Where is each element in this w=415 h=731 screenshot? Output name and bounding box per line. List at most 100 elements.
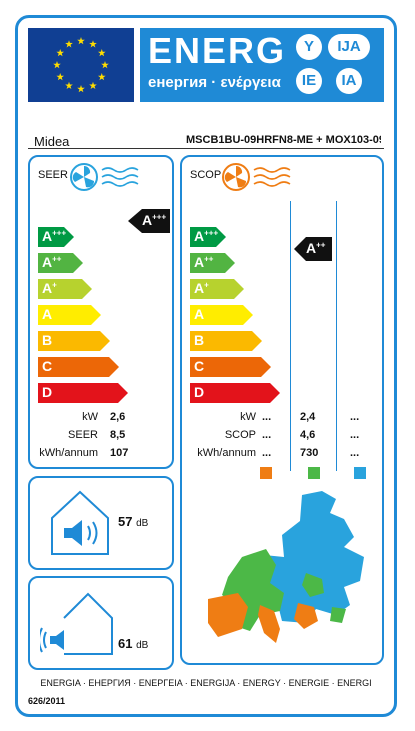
cooling-class-arrow: C — [38, 357, 119, 377]
cooling-kw-value: 2,6 — [110, 411, 126, 423]
zone-average-swatch — [308, 467, 320, 479]
heating-class-arrow: A — [190, 305, 253, 325]
cooling-kwh-value: 107 — [110, 447, 129, 459]
europe-climate-map — [208, 491, 364, 643]
eu-star-icon — [65, 40, 73, 48]
indoor-noise-panel: 57 dB — [28, 476, 174, 570]
eu-stars-icon — [53, 37, 109, 93]
heating-kwh-v3: ... — [350, 447, 360, 459]
zone-divider — [336, 201, 337, 471]
cooling-class-label: C — [42, 358, 53, 374]
eu-star-icon — [56, 73, 64, 81]
cooling-fan-icon — [70, 163, 139, 191]
eu-star-icon — [89, 40, 97, 48]
eu-star-icon — [98, 49, 106, 57]
cooling-class-label: A++ — [42, 254, 62, 270]
cooling-seer-value: 8,5 — [110, 429, 126, 441]
lang-code: Y — [296, 34, 322, 60]
eu-star-icon — [77, 37, 85, 45]
heating-fan-icon — [222, 163, 291, 191]
heating-class-arrow: A+++ — [190, 227, 226, 247]
heating-class-label: A+ — [194, 280, 209, 296]
cooling-panel: SEER A+++ A++ A+ A B C D A+++ kW 2,6 SEER 8,5 … — [28, 155, 174, 469]
cooling-class-arrow: B — [38, 331, 110, 351]
heating-kw-v1: ... — [262, 411, 272, 423]
heating-class-label: B — [194, 332, 205, 348]
heating-class-indicator: A++ — [294, 237, 332, 261]
heating-class-arrow: C — [190, 357, 271, 377]
eu-star-icon — [65, 81, 73, 89]
scop-label: SCOP — [190, 169, 222, 181]
cooling-class-arrow: A+ — [38, 279, 92, 299]
indoor-house-speaker-icon — [51, 490, 109, 555]
heating-scop-v2: 4,6 — [300, 429, 316, 441]
cooling-class-arrow: A++ — [38, 253, 83, 273]
cooling-class-label: A+ — [42, 280, 57, 296]
zone-divider — [290, 201, 291, 471]
eu-star-icon — [56, 49, 64, 57]
heating-kw-v2: 2,4 — [300, 411, 316, 423]
label-header: ENERG енергия · ενέργεια Y IJA IE IA — [28, 28, 384, 102]
energy-title: ENERG — [148, 30, 287, 71]
outdoor-house-speaker-icon — [40, 592, 113, 655]
heating-class-label: C — [194, 358, 205, 374]
heating-kwh-v1: ... — [262, 447, 272, 459]
heating-class-arrow: D — [190, 383, 280, 403]
lang-code: IJA — [328, 34, 370, 60]
indoor-db-number: 57 — [118, 514, 133, 529]
supplier-name: Midea — [34, 134, 70, 149]
heating-scop-v3: ... — [350, 429, 360, 441]
heating-kw-label: kW — [240, 411, 256, 423]
cooling-class-arrow: A — [38, 305, 101, 325]
energy-languages: ENERGIA · ЕНЕРГИЯ · ΕΝΕΡΓΕΙΑ · ENERGIJA … — [40, 678, 372, 688]
eu-star-icon — [53, 61, 61, 69]
cooling-kwh-label: kWh/annum — [39, 447, 98, 459]
heating-kwh-label: kWh/annum — [197, 447, 256, 459]
outdoor-noise-panel: 61 dB — [28, 576, 174, 670]
divider — [28, 148, 384, 149]
cooling-kw-label: kW — [82, 411, 98, 423]
heating-scop-label: SCOP — [224, 429, 256, 441]
cooling-seer-label: SEER — [68, 429, 98, 441]
zone-warmer-swatch — [354, 467, 366, 479]
zone-colder-swatch — [260, 467, 272, 479]
heating-panel: SCOP A+++ A++ A+ A B C D A++ kW ... 2,4 ... SC… — [180, 155, 384, 665]
eu-star-icon — [101, 61, 109, 69]
heating-class-arrow: A+ — [190, 279, 244, 299]
eu-star-icon — [77, 85, 85, 93]
heating-class-value: A++ — [306, 240, 326, 256]
cooling-class-label: A — [42, 306, 53, 322]
heating-class-arrow: A++ — [190, 253, 235, 273]
outdoor-noise-value: 61 dB — [118, 636, 148, 651]
heating-scop-v1: ... — [262, 429, 272, 441]
heating-kw-v3: ... — [350, 411, 360, 423]
heating-class-label: D — [194, 384, 205, 400]
eu-star-icon — [89, 81, 97, 89]
heating-kwh-v2: 730 — [300, 447, 319, 459]
lang-code: IA — [336, 68, 362, 94]
cooling-class-indicator: A+++ — [128, 209, 170, 233]
heating-class-arrow: B — [190, 331, 262, 351]
outdoor-db-unit: dB — [136, 640, 149, 651]
cooling-class-arrow: A+++ — [38, 227, 74, 247]
cooling-class-value: A+++ — [142, 212, 167, 228]
indoor-noise-value: 57 dB — [118, 514, 148, 529]
energy-subtitle: енергия · ενέργεια — [148, 74, 281, 91]
cooling-class-arrow: D — [38, 383, 128, 403]
seer-label: SEER — [38, 169, 68, 181]
cooling-class-label: B — [42, 332, 53, 348]
lang-code: IE — [296, 68, 322, 94]
heating-class-label: A++ — [194, 254, 214, 270]
cooling-class-label: A+++ — [42, 228, 67, 244]
eu-star-icon — [98, 73, 106, 81]
energy-banner: ENERG енергия · ενέργεια Y IJA IE IA — [140, 28, 384, 102]
energy-label: ENERG енергия · ενέργεια Y IJA IE IA Mid… — [15, 15, 397, 717]
eu-flag — [28, 28, 134, 102]
model-identifier: MSCB1BU-09HRFN8-ME + MOX103-09HFN8 — [186, 134, 381, 146]
cooling-class-label: D — [42, 384, 53, 400]
outdoor-db-number: 61 — [118, 636, 133, 651]
heating-class-label: A — [194, 306, 205, 322]
heating-class-label: A+++ — [194, 228, 219, 244]
indoor-db-unit: dB — [136, 518, 149, 529]
regulation-number: 626/2011 — [28, 696, 66, 706]
